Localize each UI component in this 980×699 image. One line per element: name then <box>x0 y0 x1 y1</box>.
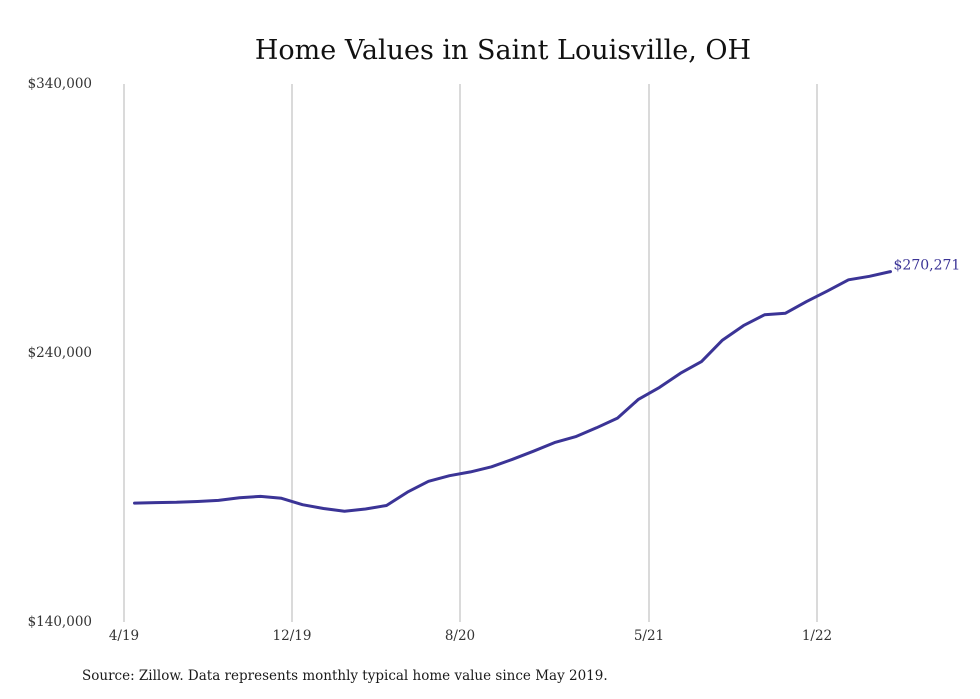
x-tick-label: 8/20 <box>445 628 475 644</box>
y-tick-label: $340,000 <box>28 76 92 92</box>
x-tick-label: 5/21 <box>634 628 664 644</box>
source-note: Source: Zillow. Data represents monthly … <box>82 668 608 684</box>
y-axis-ticks: $140,000 $240,000 $340,000 <box>28 76 92 630</box>
vertical-gridlines <box>123 84 818 622</box>
x-tick-label: 1/22 <box>802 628 832 644</box>
chart-title: Home Values in Saint Louisville, OH <box>255 35 751 66</box>
end-value-label: $270,271 <box>894 258 961 274</box>
series-layer <box>133 270 892 513</box>
x-tick-label: 12/19 <box>273 628 312 644</box>
x-tick-label: 4/19 <box>109 628 139 644</box>
series-line <box>133 270 892 513</box>
y-tick-label: $140,000 <box>28 614 92 630</box>
y-tick-label: $240,000 <box>28 345 92 361</box>
x-axis-ticks: 4/19 12/19 8/20 5/21 1/22 <box>109 628 832 644</box>
